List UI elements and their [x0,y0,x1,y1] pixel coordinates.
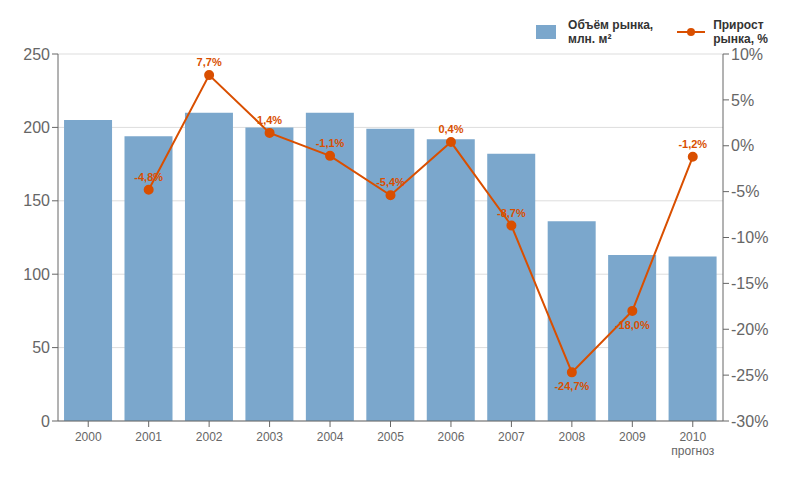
svg-text:2003: 2003 [256,430,283,444]
svg-text:-24,7%: -24,7% [554,380,589,392]
svg-text:-1,2%: -1,2% [678,138,707,150]
svg-text:150: 150 [23,192,50,209]
svg-text:2010прогноз: 2010прогноз [671,430,714,458]
svg-text:2001: 2001 [135,430,162,444]
svg-text:-18,0%: -18,0% [615,319,650,331]
svg-text:2000: 2000 [75,430,102,444]
svg-text:-10%: -10% [731,229,768,246]
svg-text:2002: 2002 [196,430,223,444]
svg-text:1,4%: 1,4% [257,114,282,126]
svg-text:7,7%: 7,7% [197,56,222,68]
svg-text:-25%: -25% [731,367,768,384]
svg-text:100: 100 [23,266,50,283]
svg-text:50: 50 [32,339,50,356]
svg-text:2007: 2007 [498,430,525,444]
svg-text:250: 250 [23,46,50,63]
svg-text:-5,4%: -5,4% [376,176,405,188]
svg-text:2006: 2006 [438,430,465,444]
html-text:Прирост рынка, %: Прирост рынка, % [713,18,768,46]
svg-text:5%: 5% [731,92,754,109]
svg-text:-30%: -30% [731,413,768,430]
svg-text:2008: 2008 [559,430,586,444]
svg-text:0,4%: 0,4% [438,123,463,135]
svg-text:-15%: -15% [731,275,768,292]
svg-text:2005: 2005 [377,430,404,444]
svg-text:-5%: -5% [731,183,759,200]
svg-text:10%: 10% [731,46,763,63]
svg-text:0%: 0% [731,137,754,154]
svg-text:2009: 2009 [619,430,646,444]
svg-text:0: 0 [41,413,50,430]
svg-text:-8,7%: -8,7% [497,207,526,219]
svg-text:200: 200 [23,119,50,136]
svg-text:-1,1%: -1,1% [316,137,345,149]
svg-text:2004: 2004 [317,430,344,444]
html-text:Объём рынка, млн. м²: Объём рынка, млн. м² [568,18,654,46]
svg-text:-4,8%: -4,8% [134,171,163,183]
svg-text:-20%: -20% [731,321,768,338]
